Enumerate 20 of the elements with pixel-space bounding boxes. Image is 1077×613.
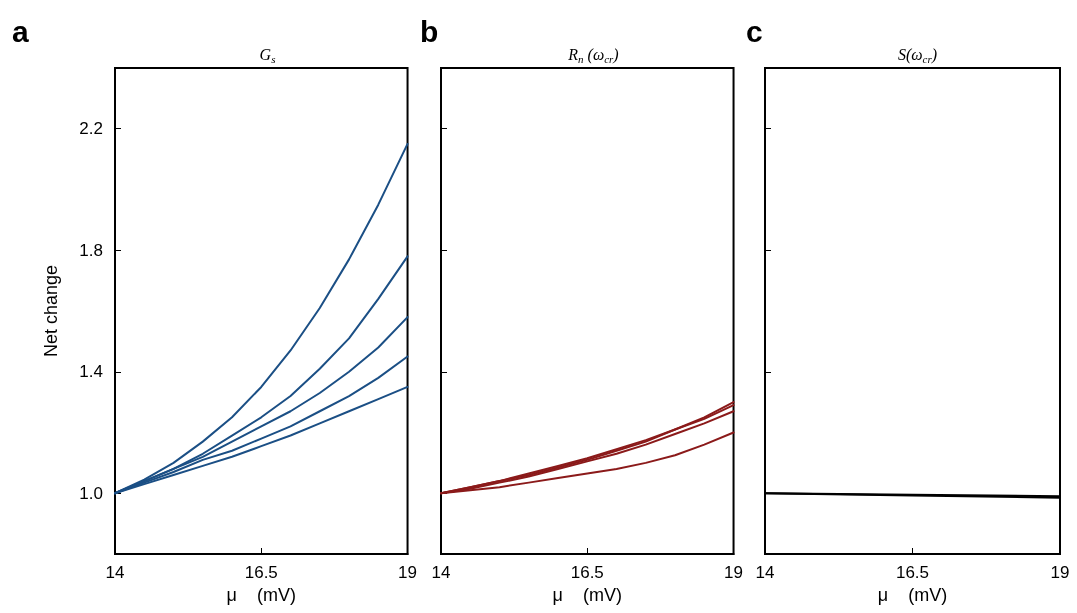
text: b [420,14,439,48]
x-tick-label: 19 [398,563,418,582]
x-axis-title: μ (mV) [877,584,948,605]
x-tick-label: 19 [724,563,744,582]
x-tick-label: 14 [105,563,125,582]
x-axis-title: μ (mV) [552,584,622,605]
y-tick-label: 1.4 [79,362,103,382]
y-axis-title: Net change [41,264,61,358]
x-axis-title: μ (mV) [226,584,296,605]
x-tick-label: 16.5 [244,563,278,582]
x-tick-label: 19 [1050,563,1070,582]
y-tick-label: 1.0 [79,483,103,503]
text: c [746,14,763,48]
x-tick-label: 16.5 [570,563,604,582]
y-tick-label: 1.8 [79,240,103,260]
y-tick-label: 2.2 [79,119,103,139]
text: a [12,14,29,48]
x-tick-label: 14 [431,563,451,582]
x-tick-label: 16.5 [895,563,930,582]
x-tick-label: 14 [755,563,775,582]
